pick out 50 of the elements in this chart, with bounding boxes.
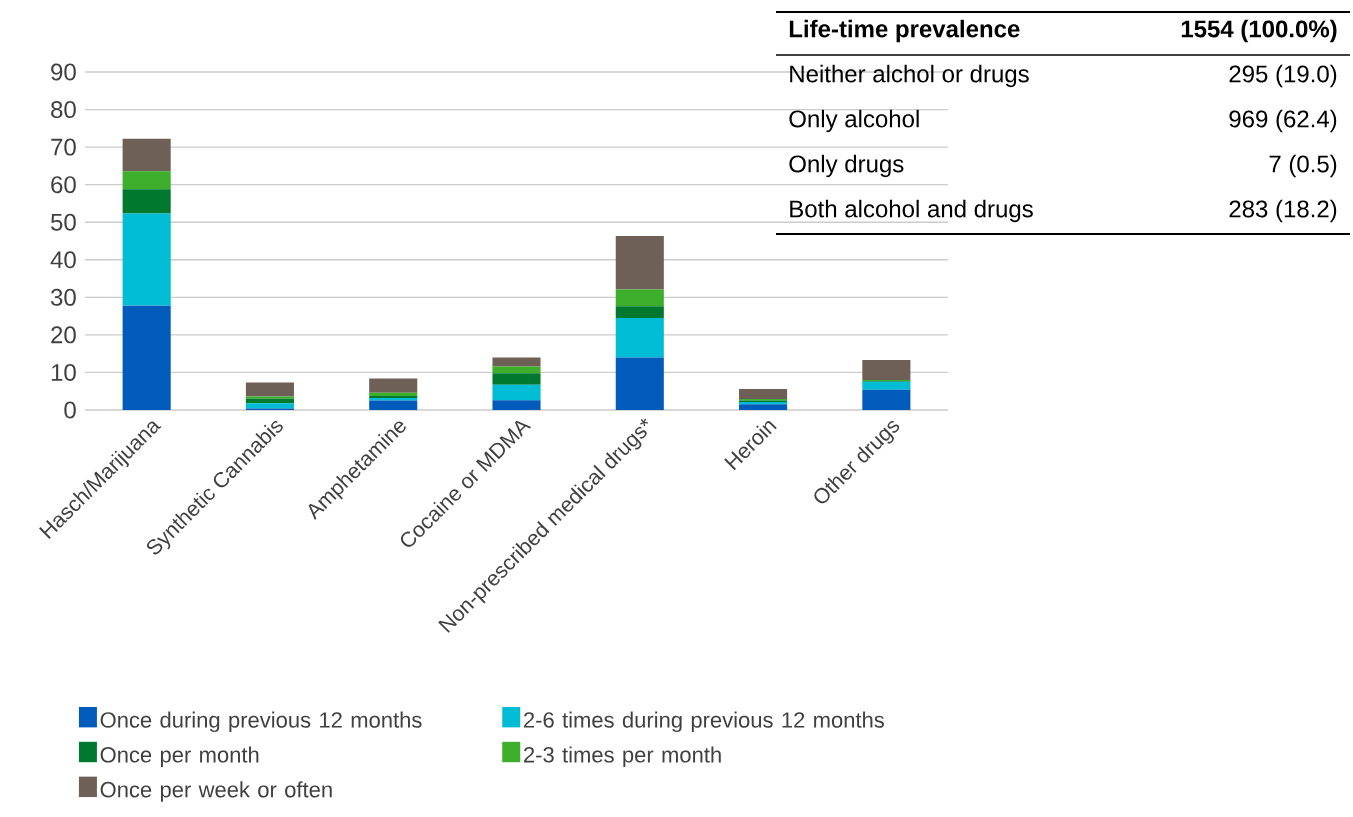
bar: [122, 305, 171, 410]
bar: [492, 384, 541, 401]
bar: [122, 189, 171, 214]
legend-label: Once during previous 12 months: [100, 711, 422, 733]
bar: [369, 400, 418, 410]
y-tick-label: 10: [51, 363, 76, 381]
bar: [492, 400, 541, 410]
annotation: Only drugs: [789, 154, 904, 178]
annotation: Both alcohol and drugs: [790, 199, 1033, 223]
y-tick-label: 0: [64, 401, 76, 419]
bar: [862, 360, 911, 380]
bar: [122, 171, 171, 190]
y-tick-label: 40: [50, 251, 76, 269]
bar: [122, 213, 171, 306]
bar: [492, 373, 541, 385]
bar: [122, 138, 171, 172]
bar: [615, 236, 664, 290]
bar: [615, 306, 664, 318]
legend-label: 2-3 times per month: [524, 746, 721, 767]
bar: [245, 382, 294, 397]
bar: [492, 357, 541, 367]
y-tick-label: 50: [51, 213, 76, 231]
text: 1554 (100.0%): [1181, 19, 1337, 43]
text: Life-time prevalence: [789, 19, 1020, 43]
bar: [245, 403, 294, 409]
text: 7 (0.5): [1269, 154, 1337, 178]
bar: [739, 404, 788, 410]
annotation: Neither alchol or drugs: [790, 64, 1029, 88]
text: 283 (18.2): [1229, 199, 1337, 223]
text: 295 (19.0): [1229, 64, 1337, 88]
bar: [245, 396, 294, 399]
bar: [369, 378, 418, 393]
bar: [615, 317, 664, 358]
legend-label: Once per month: [100, 746, 259, 767]
bar: [615, 289, 664, 307]
y-tick-label: 80: [51, 101, 76, 119]
bar: [862, 381, 911, 390]
y-tick-label: 20: [51, 326, 76, 344]
bar: [615, 357, 664, 410]
y-tick-label: 90: [51, 63, 76, 81]
text: 969 (62.4): [1229, 109, 1337, 133]
legend-label: Once per week or often: [100, 781, 332, 802]
bar: [492, 366, 541, 374]
y-tick-label: 30: [50, 288, 76, 306]
y-tick-label: 60: [51, 176, 76, 194]
annotation: Only alcohol: [789, 109, 919, 133]
legend-label: 2-6 times during previous 12 months: [524, 711, 884, 733]
y-tick-label: 70: [51, 138, 76, 156]
bar: [862, 389, 911, 410]
bar: [739, 388, 788, 400]
